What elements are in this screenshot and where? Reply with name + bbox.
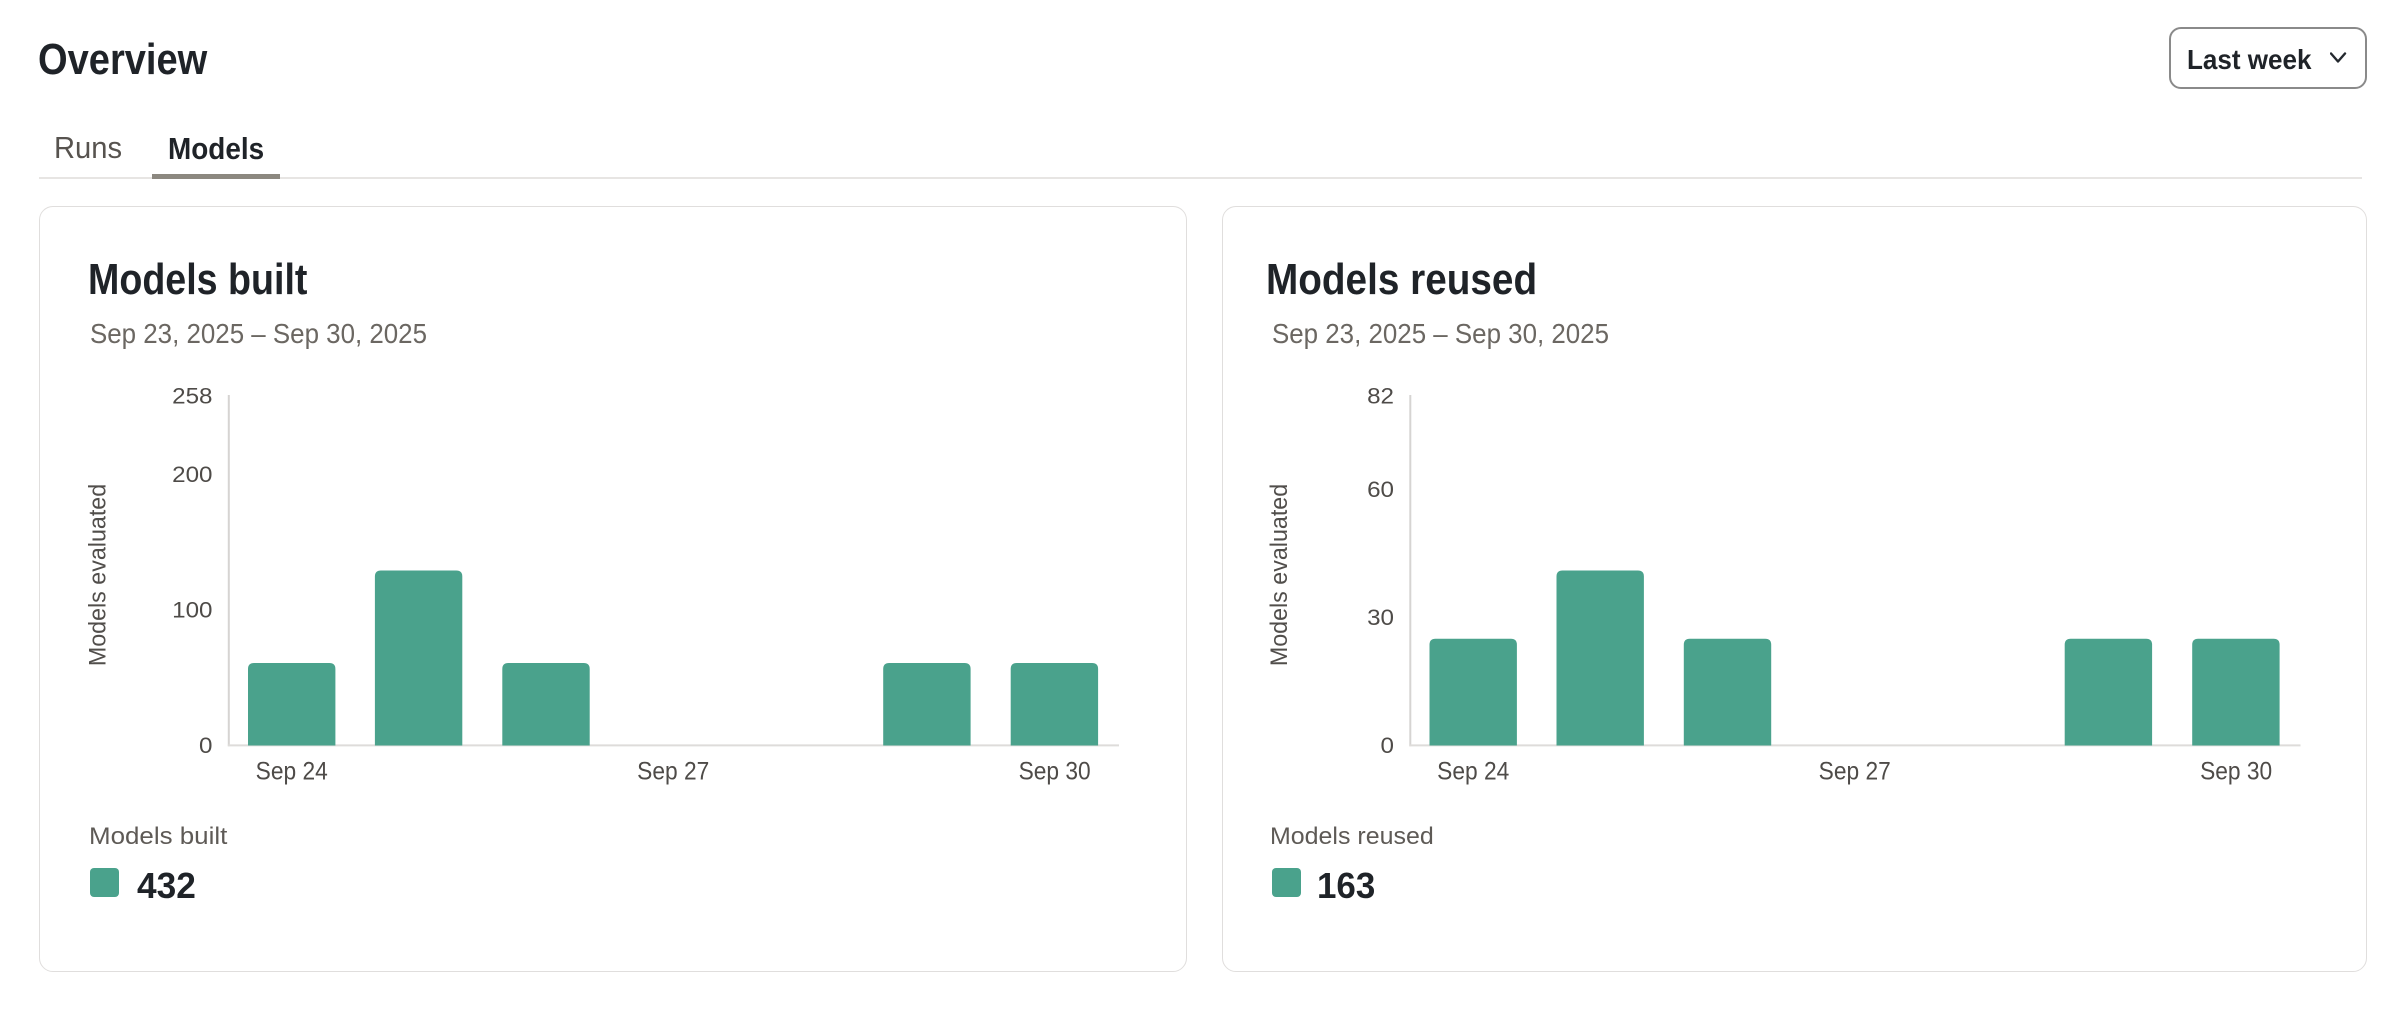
svg-text:Sep 27: Sep 27 [1819,758,1891,786]
svg-text:82: 82 [1367,384,1394,409]
svg-text:30: 30 [1367,605,1394,630]
svg-text:Models evaluated: Models evaluated [85,484,111,666]
svg-text:0: 0 [199,733,212,758]
svg-text:60: 60 [1367,477,1394,502]
svg-text:Sep 30: Sep 30 [1019,758,1091,786]
svg-text:Models evaluated: Models evaluated [1267,484,1293,666]
svg-text:200: 200 [172,462,212,487]
svg-text:Sep 24: Sep 24 [256,758,328,786]
svg-text:Sep 27: Sep 27 [637,758,709,786]
svg-text:100: 100 [172,597,212,622]
svg-text:Sep 24: Sep 24 [1437,758,1509,786]
svg-text:258: 258 [172,384,212,409]
svg-text:Sep 30: Sep 30 [2200,758,2272,786]
svg-text:0: 0 [1381,733,1394,758]
